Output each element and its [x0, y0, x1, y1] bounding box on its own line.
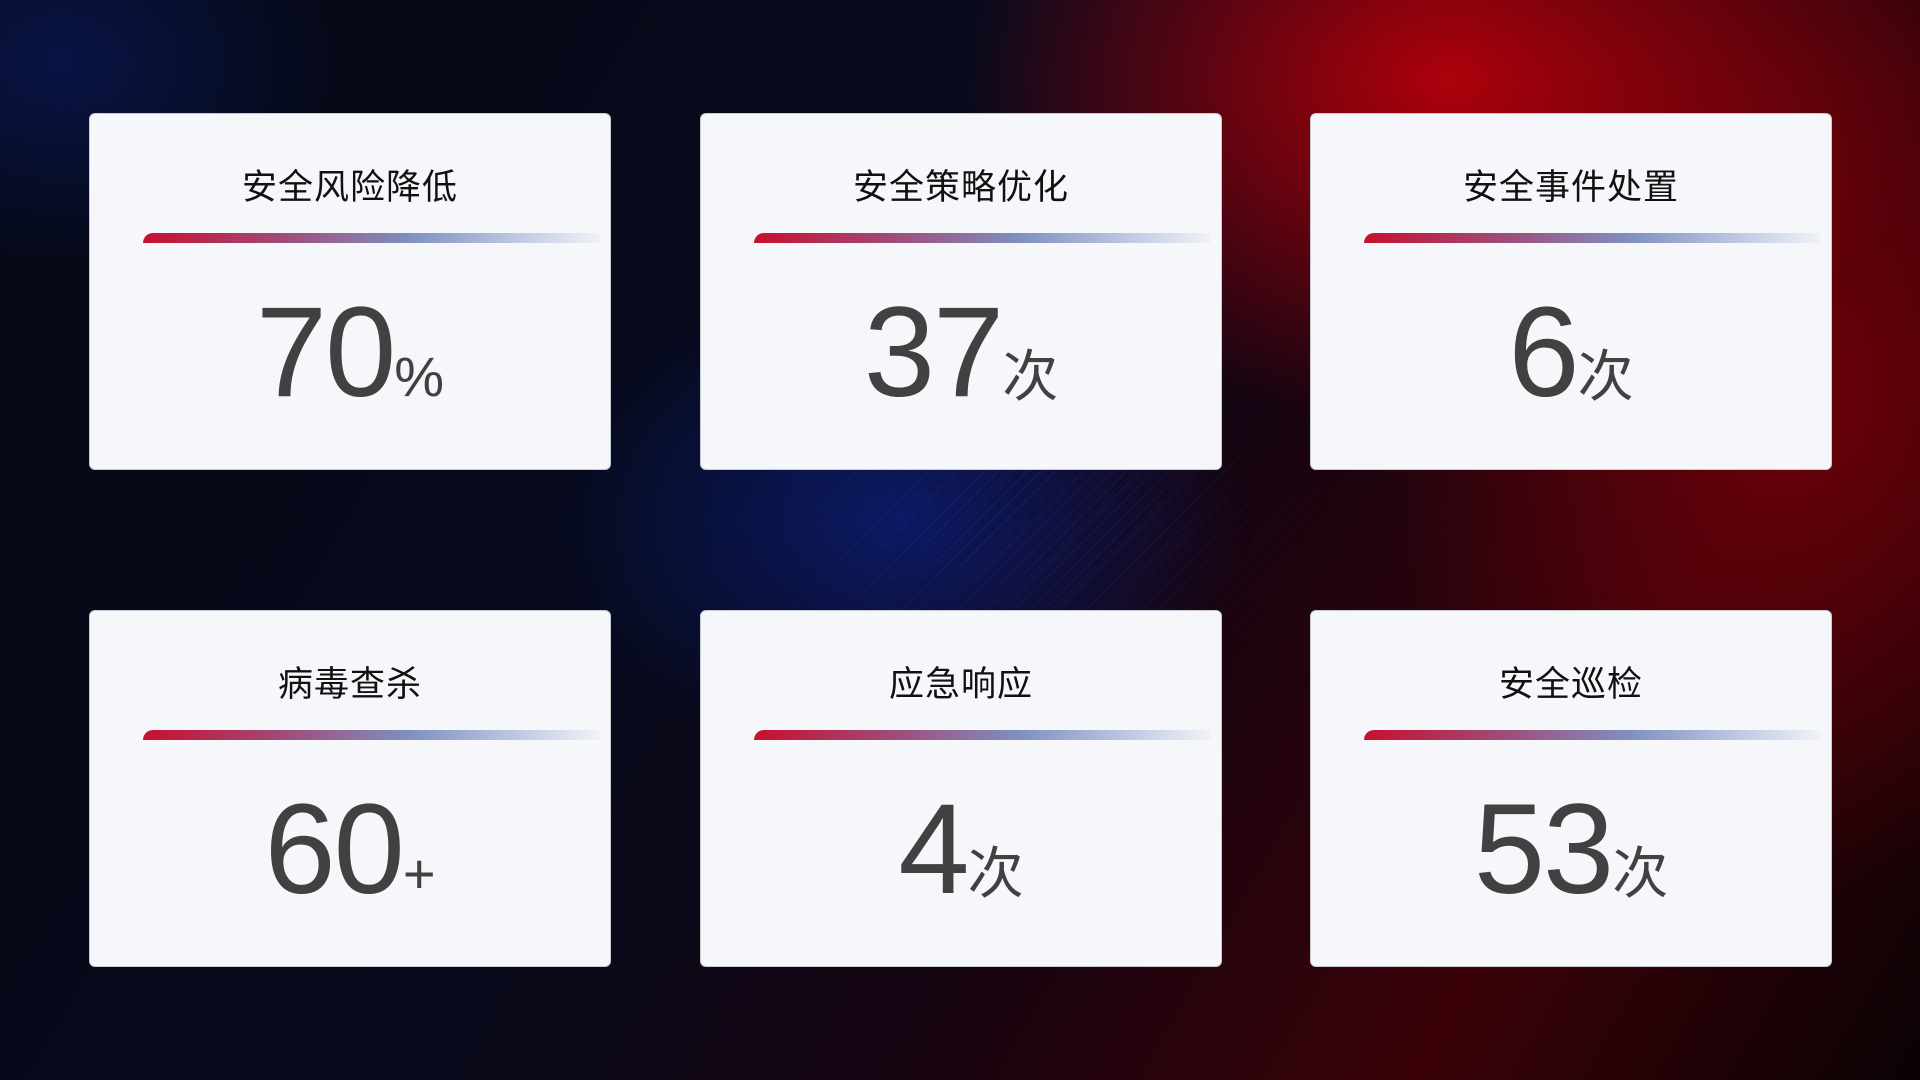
value-number: 6: [1508, 281, 1579, 424]
card-value: 4次: [701, 776, 1221, 923]
value-number: 53: [1473, 778, 1614, 921]
value-number: 60: [264, 778, 404, 921]
value-unit: +: [402, 842, 436, 905]
card-value: 60+: [90, 776, 610, 923]
gradient-divider: [1364, 233, 1821, 243]
value-number: 4: [898, 778, 969, 921]
card-value: 53次: [1311, 776, 1831, 923]
gradient-divider: [143, 233, 600, 243]
value-unit: 次: [1002, 345, 1059, 408]
card-title: 安全策略优化: [852, 168, 1069, 208]
value-unit: 次: [1612, 842, 1669, 905]
stat-card-risk-reduction: 安全风险降低 70%: [89, 113, 611, 470]
stat-card-security-patrol: 安全巡检 53次: [1310, 610, 1832, 967]
card-title: 病毒查杀: [277, 665, 422, 705]
value-number: 70: [255, 281, 396, 424]
stat-card-policy-optimization: 安全策略优化 37次: [700, 113, 1222, 470]
gradient-divider: [1364, 730, 1821, 740]
stat-card-emergency-response: 应急响应 4次: [700, 610, 1222, 967]
value-number: 37: [863, 281, 1004, 424]
gradient-divider: [754, 233, 1211, 243]
card-title: 安全事件处置: [1462, 168, 1679, 208]
gradient-divider: [754, 730, 1211, 740]
card-title: 安全巡检: [1498, 665, 1643, 705]
value-unit: %: [394, 345, 445, 408]
card-title: 安全风险降低: [241, 168, 458, 208]
value-unit: 次: [1577, 345, 1634, 408]
card-value: 70%: [90, 279, 610, 426]
gradient-divider: [143, 730, 600, 740]
value-unit: 次: [967, 842, 1024, 905]
stat-card-virus-removal: 病毒查杀 60+: [89, 610, 611, 967]
stat-card-incident-handling: 安全事件处置 6次: [1310, 113, 1832, 470]
card-title: 应急响应: [888, 665, 1033, 705]
card-value: 37次: [701, 279, 1221, 426]
card-value: 6次: [1311, 279, 1831, 426]
